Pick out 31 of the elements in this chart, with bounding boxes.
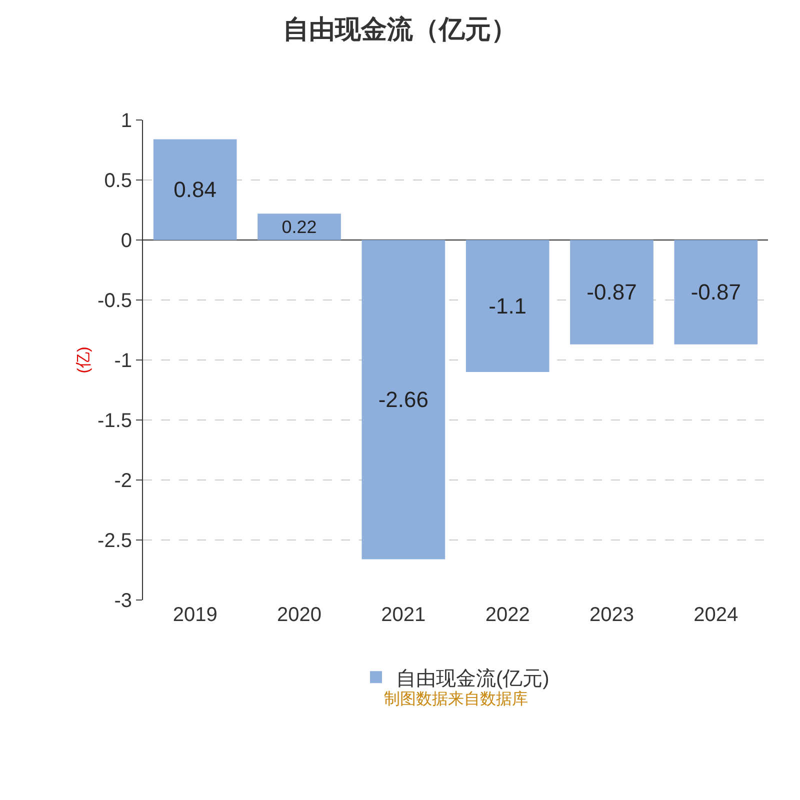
bar [258,214,341,240]
data-label: -1.1 [488,294,527,318]
bar [466,240,550,372]
data-label: 0.84 [174,177,216,202]
x-tick-label: 2019 [172,604,218,626]
y-tick-label: 0 [120,230,132,252]
legend-label: 自由现金流(亿元) [396,668,550,690]
y-tick-label: -0.5 [98,290,132,312]
bar [570,240,654,344]
bar [153,139,237,240]
y-tick-label: -2.5 [98,530,132,552]
x-tick-label: 2024 [694,604,738,626]
y-tick-label: -3 [114,590,132,612]
x-tick-label: 2020 [277,604,322,626]
y-tick-label: 0.5 [104,170,132,192]
data-label: -0.87 [586,280,637,305]
x-tick-label: 2021 [381,604,426,626]
y-tick-label: -1 [114,350,132,372]
data-label: 0.22 [282,216,317,237]
data-label: -2.66 [378,387,428,412]
x-tick-label: 2023 [590,604,634,626]
y-tick-label: 1 [120,110,132,132]
text: 制图数据来自数据库 [384,690,528,708]
bar [674,240,758,344]
y-tick-label: -1.5 [98,410,132,432]
x-tick-label: 2022 [485,604,530,626]
y-axis-title: (亿) [75,346,92,374]
y-tick-label: -2 [114,470,132,492]
data-label: -0.87 [690,280,741,305]
bar [362,240,446,560]
chart-title: 自由现金流（亿元） [283,14,517,44]
